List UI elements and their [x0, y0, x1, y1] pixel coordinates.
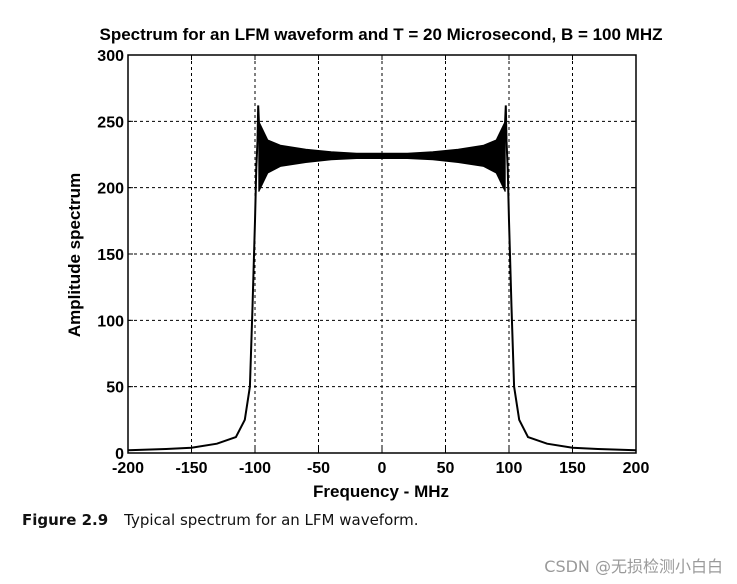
y-tick-label: 50: [106, 380, 124, 397]
y-tick-label: 100: [97, 313, 124, 330]
caption-text: Typical spectrum for an LFM waveform.: [124, 511, 419, 529]
x-tick-label: -200: [112, 460, 144, 477]
axis-ticks: -200 -150 -100 -50 0 50 100 150 200 0 50 100 150 200 2…: [97, 48, 649, 477]
x-tick-label: -100: [239, 460, 271, 477]
y-tick-label: 150: [97, 247, 124, 264]
figure-number: Figure 2.9: [22, 511, 109, 529]
x-axis-label: Frequency - MHz: [313, 482, 449, 501]
x-tick-label: 150: [559, 460, 586, 477]
y-axis-label: Amplitude spectrum: [65, 173, 84, 337]
y-tick-label: 300: [97, 48, 124, 65]
x-tick-label: 0: [378, 460, 387, 477]
grid-lines: [128, 55, 636, 453]
spectrum-series-line: [127, 105, 637, 452]
x-tick-label: 200: [623, 460, 650, 477]
y-tick-label: 0: [115, 446, 124, 463]
chart-title: Spectrum for an LFM waveform and T = 20 …: [99, 25, 662, 44]
x-tick-label: 100: [496, 460, 523, 477]
y-tick-label: 250: [97, 114, 124, 131]
watermark-text: CSDN @无损检测小白白: [544, 557, 723, 576]
figure-caption: Figure 2.9 Typical spectrum for an LFM wa…: [22, 511, 419, 529]
y-tick-label: 200: [97, 181, 124, 198]
x-tick-label: 50: [437, 460, 455, 477]
x-tick-label: -150: [175, 460, 207, 477]
x-tick-label: -50: [307, 460, 330, 477]
